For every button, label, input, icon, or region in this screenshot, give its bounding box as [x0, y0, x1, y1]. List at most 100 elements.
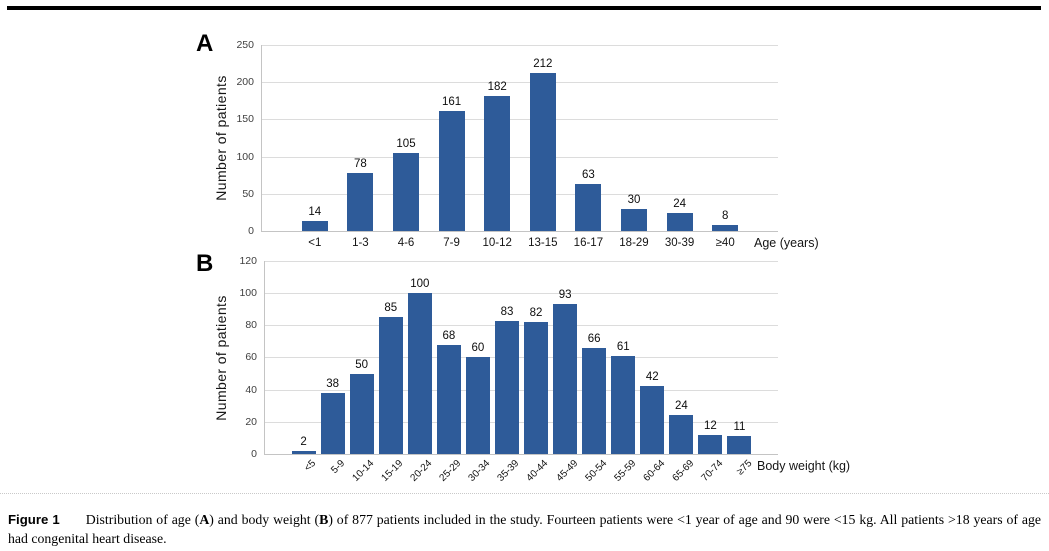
- gridline: [262, 119, 778, 120]
- x-axis-line: [264, 454, 778, 455]
- bar: [320, 393, 345, 454]
- x-tick-label: 15-19: [379, 458, 406, 484]
- bar: [291, 451, 316, 454]
- bar-value-label: 83: [500, 306, 514, 318]
- bar-value-label: 12: [704, 420, 717, 432]
- x-tick-label: 55-59: [612, 458, 638, 484]
- page-top-rule: [7, 6, 1041, 10]
- y-tick-label: 0: [251, 448, 257, 460]
- bar: [465, 357, 490, 454]
- bar: [407, 293, 432, 454]
- bar-value-label: 24: [674, 400, 688, 412]
- bar-value-label: 42: [645, 371, 659, 383]
- bar: [438, 111, 465, 231]
- gridline: [265, 390, 778, 391]
- bar-value-label: 78: [353, 158, 367, 170]
- bar: [436, 345, 461, 454]
- y-tick-label: 20: [245, 416, 257, 428]
- bar-value-label: 66: [587, 333, 601, 345]
- x-tick-label: 60-64: [641, 458, 668, 484]
- bar-value-label: 105: [396, 138, 416, 150]
- bar: [349, 374, 374, 454]
- gridline: [262, 194, 778, 195]
- panel-label-a: A: [196, 30, 214, 57]
- bar: [669, 415, 694, 454]
- caption-segment: Distribution of age (: [85, 511, 200, 527]
- bar-value-label: 30: [627, 194, 641, 206]
- bar-value-label: 63: [581, 169, 595, 181]
- gridline: [265, 422, 778, 423]
- x-tick-label: 20-24: [408, 458, 435, 484]
- x-axis-line: [261, 231, 778, 232]
- x-tick-label: 4-6: [397, 237, 415, 249]
- bar-value-label: 100: [410, 278, 430, 290]
- bar-value-label: 11: [733, 421, 746, 433]
- x-tick-label: 65-69: [670, 458, 697, 484]
- bar: [621, 209, 647, 231]
- bar: [347, 173, 374, 231]
- bar-value-label: 68: [442, 330, 456, 342]
- figure-caption: Figure 1 Distribution of age (A) and body…: [8, 510, 1041, 549]
- bar: [727, 436, 752, 454]
- gridline: [265, 325, 778, 326]
- bar-value-label: 212: [533, 58, 553, 70]
- figure-caption-label: Figure 1: [8, 511, 60, 527]
- x-tick-label: ≥40: [715, 237, 735, 249]
- x-tick-label: ≥75: [734, 458, 755, 478]
- bar-value-label: 14: [308, 206, 322, 218]
- bar-value-label: 61: [616, 341, 630, 353]
- y-tick-label: 80: [245, 319, 257, 331]
- bar: [378, 317, 403, 454]
- caption-separator-rule: [0, 493, 1049, 494]
- bar: [640, 386, 665, 454]
- bar-value-label: 2: [300, 436, 307, 448]
- y-axis-line: [264, 261, 265, 454]
- y-tick-label: 0: [248, 225, 254, 237]
- caption-bold-ref: A: [199, 511, 210, 527]
- gridline: [265, 261, 778, 262]
- x-tick-label: 45-49: [554, 458, 580, 484]
- gridline: [262, 45, 778, 46]
- x-tick-label: 25-29: [437, 458, 464, 484]
- bar-value-label: 93: [558, 289, 572, 301]
- x-tick-label: 18-29: [619, 237, 649, 249]
- figure-caption-text: Distribution of age (A) and body weight …: [8, 512, 1041, 547]
- caption-segment: ) and body weight (: [209, 511, 320, 527]
- gridline: [262, 157, 778, 158]
- x-tick-label: 70-74: [699, 458, 726, 484]
- x-axis-title: Age (years): [754, 236, 819, 250]
- bar: [393, 153, 419, 231]
- bar: [529, 73, 556, 231]
- x-tick-label: 30-34: [466, 458, 493, 484]
- x-tick-label: <5: [302, 458, 319, 474]
- y-tick-label: 120: [239, 255, 257, 267]
- x-tick-label: 7-9: [443, 237, 460, 249]
- bar: [666, 213, 693, 231]
- x-tick-label: 40-44: [524, 458, 551, 484]
- y-tick-label: 60: [245, 351, 257, 363]
- bar: [575, 184, 602, 231]
- x-tick-label: 1-3: [352, 237, 369, 249]
- gridline: [262, 82, 778, 83]
- bar-value-label: 60: [471, 342, 485, 354]
- y-tick-label: 250: [236, 39, 254, 51]
- bar-value-label: 24: [673, 198, 686, 210]
- y-tick-label: 200: [236, 76, 254, 88]
- y-tick-label: 100: [239, 287, 257, 299]
- bar: [484, 96, 511, 231]
- x-tick-label: 30-39: [664, 237, 695, 249]
- bar-value-label: 85: [384, 302, 398, 314]
- y-axis-line: [261, 45, 262, 231]
- x-tick-label: 10-12: [482, 237, 512, 249]
- x-tick-label: 50-54: [583, 458, 609, 484]
- x-tick-label: 5-9: [329, 458, 348, 476]
- panel-label-b: B: [196, 250, 214, 277]
- x-tick-label: 13-15: [528, 237, 558, 249]
- bar: [494, 321, 519, 454]
- x-tick-label: 10-14: [350, 458, 377, 484]
- bar: [698, 435, 723, 454]
- bar: [301, 221, 328, 231]
